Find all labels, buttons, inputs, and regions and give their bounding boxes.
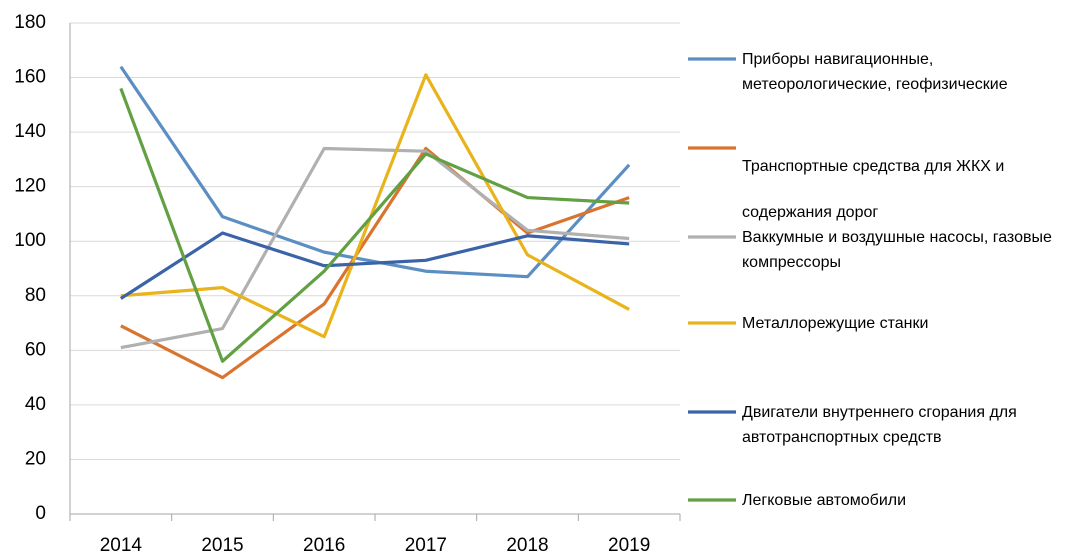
legend-label: Транспортные средства для ЖКХ и содержан…	[742, 158, 1005, 221]
y-tick-label: 60	[25, 339, 46, 360]
legend-label: Металлорежущие станки	[742, 314, 929, 332]
legend-label: Легковые автомобили	[742, 491, 907, 509]
y-tick-label: 120	[14, 176, 46, 197]
x-tick-label: 2018	[506, 535, 548, 556]
series-line	[120, 146, 630, 350]
y-tick-label: 80	[25, 285, 46, 306]
y-tick-label: 100	[14, 230, 46, 251]
x-tick-label: 2019	[608, 535, 650, 556]
legend-label: Ваккумные и воздушные насосы, газовые ко…	[742, 228, 1052, 271]
x-tick-label: 2017	[405, 535, 447, 556]
y-tick-label: 0	[35, 503, 46, 524]
series-line	[119, 231, 630, 300]
series-line	[120, 146, 630, 380]
y-tick-label: 40	[25, 394, 46, 415]
series-line	[120, 73, 630, 339]
x-tick-label: 2014	[100, 535, 143, 556]
y-tick-label: 140	[14, 121, 46, 142]
y-tick-label: 180	[14, 12, 46, 33]
y-tick-label: 20	[25, 448, 46, 469]
series-line	[119, 65, 631, 279]
series-line	[119, 87, 630, 363]
y-tick-label: 160	[14, 67, 46, 88]
legend-label: Двигатели внутреннего сгорания для автот…	[742, 403, 1017, 446]
x-tick-label: 2015	[201, 535, 243, 556]
legend-label: Приборы навигационные, метеорологические…	[742, 50, 1008, 93]
x-tick-label: 2016	[303, 535, 345, 556]
